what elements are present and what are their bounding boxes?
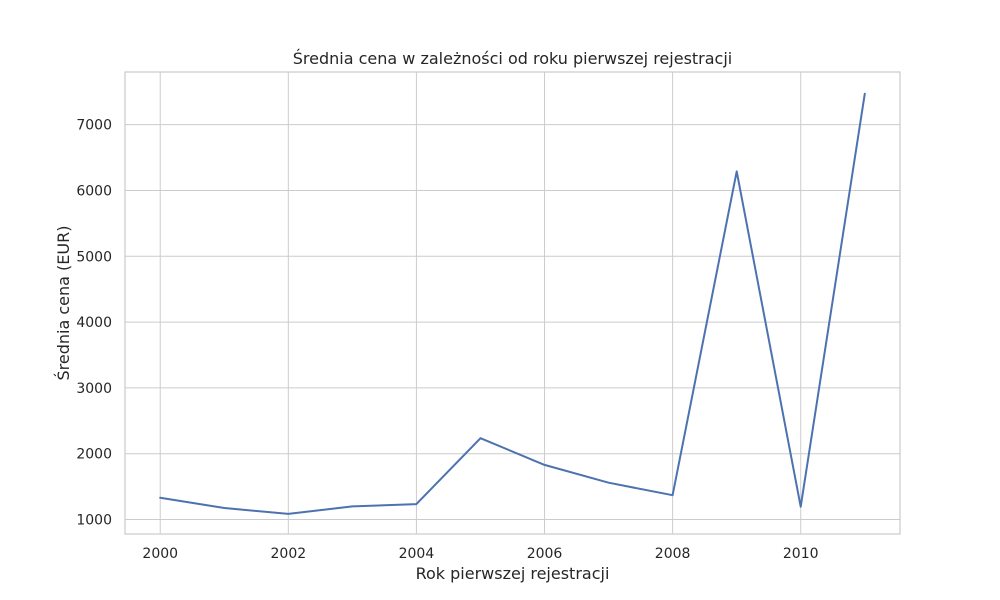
y-tick-label: 2000 [76, 447, 112, 463]
y-tick-label: 5000 [76, 249, 112, 265]
grid-lines [125, 72, 900, 534]
y-tick-label: 4000 [76, 315, 112, 331]
plot-frame [124, 71, 901, 535]
x-tick-label: 2004 [399, 546, 435, 562]
x-tick-label: 2000 [142, 546, 178, 562]
chart-title: Średnia cena w zależności od roku pierws… [293, 49, 733, 68]
y-tick-labels: 1000 2000 3000 4000 5000 6000 7000 [76, 118, 112, 529]
series-layer [159, 92, 866, 515]
x-tick-label: 2010 [783, 546, 819, 562]
x-tick-label: 2008 [655, 546, 691, 562]
y-tick-label: 1000 [76, 513, 112, 529]
y-tick-label: 3000 [76, 381, 112, 397]
x-tick-labels: 2000 2002 2004 2006 2008 2010 [142, 546, 818, 562]
y-tick-label: 6000 [76, 183, 112, 199]
series-line [159, 92, 866, 515]
x-axis-label: Rok pierwszej rejestracji [416, 564, 610, 583]
y-tick-label: 7000 [76, 118, 112, 134]
x-tick-label: 2002 [271, 546, 307, 562]
x-tick-label: 2006 [527, 546, 563, 562]
y-axis-label: Średnia cena (EUR) [54, 226, 73, 381]
